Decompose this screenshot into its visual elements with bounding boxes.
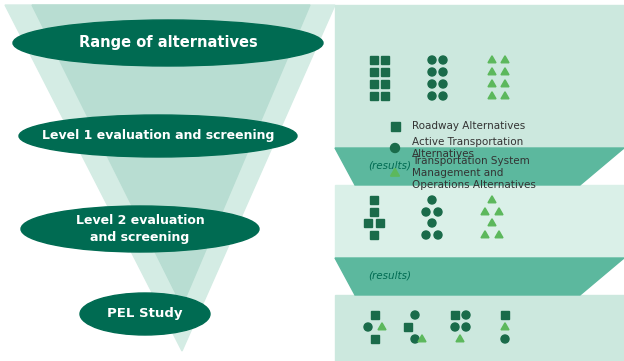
Bar bbox=[364, 219, 372, 227]
Ellipse shape bbox=[411, 335, 419, 343]
Ellipse shape bbox=[21, 206, 259, 252]
Bar bbox=[451, 311, 459, 319]
Bar bbox=[381, 68, 389, 76]
Ellipse shape bbox=[428, 56, 436, 64]
Ellipse shape bbox=[364, 323, 372, 331]
Ellipse shape bbox=[451, 323, 459, 331]
Bar bbox=[335, 5, 624, 148]
Text: (results): (results) bbox=[368, 161, 411, 170]
Polygon shape bbox=[32, 5, 310, 306]
Polygon shape bbox=[488, 68, 496, 75]
Polygon shape bbox=[501, 80, 509, 87]
Polygon shape bbox=[488, 92, 496, 99]
Bar bbox=[376, 219, 384, 227]
Polygon shape bbox=[488, 80, 496, 87]
Bar bbox=[501, 311, 509, 319]
Text: Roadway Alternatives: Roadway Alternatives bbox=[412, 121, 525, 131]
Bar bbox=[370, 231, 378, 239]
Ellipse shape bbox=[501, 335, 509, 343]
Text: PEL Study: PEL Study bbox=[107, 308, 183, 321]
Ellipse shape bbox=[434, 231, 442, 239]
Ellipse shape bbox=[434, 208, 442, 216]
Bar bbox=[381, 56, 389, 64]
Text: Active Transportation
Alternatives: Active Transportation Alternatives bbox=[412, 137, 524, 159]
Bar bbox=[381, 80, 389, 88]
Text: Level 2 evaluation
and screening: Level 2 evaluation and screening bbox=[76, 214, 205, 244]
Ellipse shape bbox=[428, 196, 436, 204]
Ellipse shape bbox=[422, 231, 430, 239]
Polygon shape bbox=[378, 323, 386, 330]
Polygon shape bbox=[5, 5, 335, 351]
Polygon shape bbox=[481, 231, 489, 238]
Bar bbox=[370, 92, 378, 100]
Text: Range of alternatives: Range of alternatives bbox=[79, 35, 257, 51]
Polygon shape bbox=[481, 208, 489, 215]
Ellipse shape bbox=[428, 68, 436, 76]
Ellipse shape bbox=[428, 92, 436, 100]
Polygon shape bbox=[335, 148, 624, 185]
Polygon shape bbox=[495, 231, 503, 238]
Ellipse shape bbox=[13, 20, 323, 66]
Ellipse shape bbox=[439, 80, 447, 88]
Bar bbox=[370, 208, 378, 216]
Bar bbox=[381, 92, 389, 100]
Polygon shape bbox=[488, 56, 496, 63]
Ellipse shape bbox=[428, 80, 436, 88]
Ellipse shape bbox=[439, 92, 447, 100]
Polygon shape bbox=[501, 68, 509, 75]
Bar bbox=[335, 295, 624, 361]
Bar bbox=[370, 68, 378, 76]
Ellipse shape bbox=[391, 144, 399, 152]
Ellipse shape bbox=[439, 56, 447, 64]
Polygon shape bbox=[501, 92, 509, 99]
Ellipse shape bbox=[428, 219, 436, 227]
Bar bbox=[335, 185, 624, 258]
Ellipse shape bbox=[422, 208, 430, 216]
Polygon shape bbox=[501, 56, 509, 63]
Ellipse shape bbox=[439, 68, 447, 76]
Bar bbox=[371, 311, 379, 319]
Ellipse shape bbox=[411, 311, 419, 319]
Polygon shape bbox=[501, 323, 509, 330]
Bar bbox=[391, 122, 399, 130]
Text: (results): (results) bbox=[368, 270, 411, 280]
Bar bbox=[371, 335, 379, 343]
Polygon shape bbox=[418, 335, 426, 342]
Polygon shape bbox=[488, 196, 496, 203]
Ellipse shape bbox=[462, 323, 470, 331]
Bar bbox=[370, 196, 378, 204]
Ellipse shape bbox=[462, 311, 470, 319]
Polygon shape bbox=[495, 208, 503, 215]
Polygon shape bbox=[391, 168, 399, 176]
Polygon shape bbox=[456, 335, 464, 342]
Text: Level 1 evaluation and screening: Level 1 evaluation and screening bbox=[42, 130, 274, 143]
Bar bbox=[404, 323, 412, 331]
Bar bbox=[370, 80, 378, 88]
Ellipse shape bbox=[80, 293, 210, 335]
Text: Transportation System
Management and
Operations Alternatives: Transportation System Management and Ope… bbox=[412, 156, 536, 190]
Bar bbox=[370, 56, 378, 64]
Polygon shape bbox=[488, 219, 496, 226]
Ellipse shape bbox=[19, 115, 297, 157]
Polygon shape bbox=[335, 258, 624, 295]
